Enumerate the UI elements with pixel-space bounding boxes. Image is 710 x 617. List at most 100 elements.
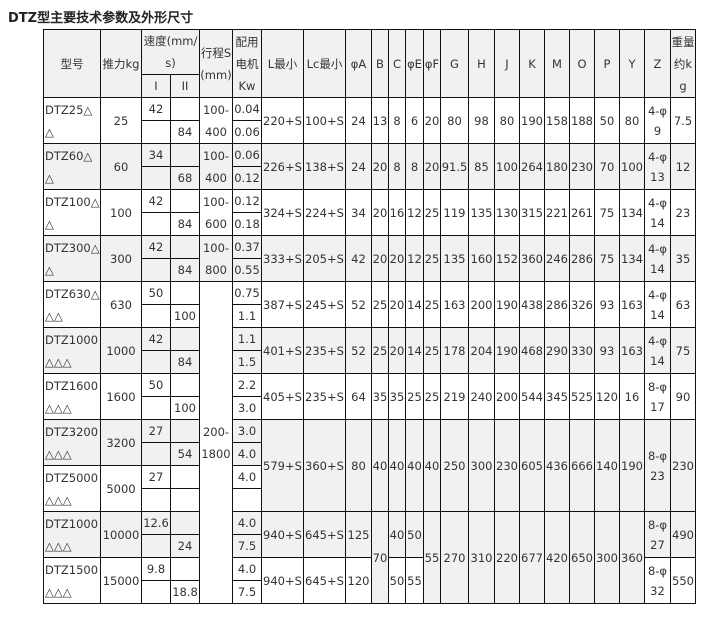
cell-speed-i bbox=[141, 350, 171, 374]
table-row: 84 0.06 bbox=[44, 120, 696, 144]
cell-weight: 23 bbox=[670, 189, 696, 236]
cell-g: 178 bbox=[440, 327, 469, 374]
header-l: L最小 bbox=[261, 29, 304, 98]
cell-l: 333+S bbox=[261, 235, 304, 282]
cell-model: DTZ60△△ bbox=[43, 143, 101, 190]
cell-f: 40 bbox=[423, 419, 441, 512]
cell-p: 75 bbox=[594, 235, 620, 282]
header-stroke: 行程S(mm) bbox=[199, 29, 233, 98]
cell-motor-kw: 0.06 bbox=[232, 143, 262, 167]
cell-speed-i: 42 bbox=[141, 327, 171, 351]
cell-b: 20 bbox=[371, 189, 389, 236]
table-row: 24 7.5 bbox=[44, 534, 696, 558]
cell-motor-kw: 1.1 bbox=[232, 327, 262, 351]
cell-a: 34 bbox=[345, 189, 372, 236]
cell-e: 25 bbox=[405, 373, 424, 420]
cell-model: DTZ1600△△△ bbox=[43, 373, 101, 420]
cell-speed-ii: 84 bbox=[170, 258, 200, 282]
cell-weight: 550 bbox=[670, 557, 696, 604]
header-b: B bbox=[371, 29, 389, 98]
cell-e: 14 bbox=[405, 281, 424, 328]
header-subrow: I II bbox=[44, 74, 696, 98]
cell-l: 405+S bbox=[261, 373, 304, 420]
cell-b: 20 bbox=[371, 143, 389, 190]
cell-j: 152 bbox=[494, 235, 520, 282]
cell-g: 119 bbox=[440, 189, 469, 236]
table-row: DTZ1600△△△ 1600 50 2.2 405+S 235+S 64 35 35 25 25 2… bbox=[43, 373, 696, 420]
cell-speed-i: 42 bbox=[141, 97, 171, 121]
cell-k: 190 bbox=[519, 97, 545, 144]
header-speed-i: I bbox=[141, 74, 171, 98]
cell-l: 387+S bbox=[261, 281, 304, 328]
cell-weight: 490 bbox=[670, 511, 696, 558]
cell-lc: 245+S bbox=[303, 281, 346, 328]
cell-weight: 12 bbox=[670, 143, 696, 190]
cell-k: 264 bbox=[519, 143, 545, 190]
cell-speed-ii: 84 bbox=[170, 350, 200, 374]
table-row: DTZ3200△△△ 3200 27 3.0 579+S 360+S 80 40 40 40 40 2… bbox=[43, 419, 696, 512]
cell-m: 286 bbox=[544, 281, 570, 328]
cell-e: 12 bbox=[405, 189, 424, 236]
header-f: φF bbox=[423, 29, 441, 98]
cell-b: 25 bbox=[371, 327, 389, 374]
cell-f: 25 bbox=[423, 281, 441, 328]
cell-speed-ii: 100 bbox=[170, 304, 200, 328]
cell-a: 42 bbox=[345, 235, 372, 282]
cell-l: 220+S bbox=[261, 97, 304, 144]
cell-e: 55 bbox=[405, 557, 424, 604]
table-row: DTZ60△△ 60 34 100-400 0.06 226+S 138+S 24 20 8 8 20… bbox=[43, 143, 696, 190]
cell-y: 80 bbox=[619, 97, 645, 144]
cell-motor-kw: 0.12 bbox=[232, 166, 262, 190]
cell-e: 8 bbox=[405, 143, 424, 190]
table-row: 68 0.12 bbox=[44, 166, 696, 190]
cell-lc: 645+S bbox=[303, 511, 346, 558]
cell-o: 326 bbox=[569, 281, 595, 328]
cell-speed-i: 12.6 bbox=[141, 511, 171, 535]
cell-motor-kw: 1.1 bbox=[232, 304, 262, 328]
table-row: 84 0.55 bbox=[44, 258, 696, 282]
cell-thrust: 15000 bbox=[100, 557, 142, 604]
cell-motor-kw: 7.5 bbox=[232, 534, 262, 558]
cell-z: 4-φ14 bbox=[644, 281, 671, 328]
cell-model: DTZ300△△ bbox=[43, 235, 101, 282]
cell-stroke: 100-800 bbox=[199, 235, 233, 282]
cell-motor-kw: 4.0 bbox=[232, 465, 262, 489]
cell-y: 16 bbox=[619, 373, 645, 420]
cell-stroke: 100-400 bbox=[199, 97, 233, 144]
cell-h: 310 bbox=[468, 511, 495, 604]
cell-speed-ii: 84 bbox=[170, 120, 200, 144]
cell-a: 120 bbox=[345, 557, 372, 604]
cell-o: 330 bbox=[569, 327, 595, 374]
cell-y: 360 bbox=[619, 511, 645, 604]
cell-lc: 360+S bbox=[303, 419, 346, 512]
cell-k: 360 bbox=[519, 235, 545, 282]
cell-speed-ii: 100 bbox=[170, 396, 200, 420]
cell-motor-kw: 3.0 bbox=[232, 419, 262, 443]
cell-j: 230 bbox=[494, 419, 520, 512]
cell-g: 80 bbox=[440, 97, 469, 144]
cell-y: 163 bbox=[619, 281, 645, 328]
cell-stroke: 100-600 bbox=[199, 189, 233, 236]
header-speed: 速度(mm/s) bbox=[141, 29, 200, 75]
table-row: DTZ100△△ 100 42 100-600 0.12 324+S 224+S 34 20 16… bbox=[43, 189, 696, 236]
cell-speed-i: 50 bbox=[141, 281, 171, 305]
cell-k: 315 bbox=[519, 189, 545, 236]
cell-l: 324+S bbox=[261, 189, 304, 236]
cell-l: 579+S bbox=[261, 419, 304, 512]
cell-z: 8-φ17 bbox=[644, 373, 671, 420]
cell-c: 40 bbox=[388, 419, 406, 512]
header-p: P bbox=[594, 29, 620, 98]
cell-k: 544 bbox=[519, 373, 545, 420]
cell-motor-kw: 0.37 bbox=[232, 235, 262, 259]
cell-h: 160 bbox=[468, 235, 495, 282]
cell-b: 25 bbox=[371, 281, 389, 328]
cell-lc: 235+S bbox=[303, 373, 346, 420]
cell-g: 270 bbox=[440, 511, 469, 604]
cell-z: 4-φ13 bbox=[644, 143, 671, 190]
cell-m: 290 bbox=[544, 327, 570, 374]
cell-lc: 100+S bbox=[303, 97, 346, 144]
cell-weight: 75 bbox=[670, 327, 696, 374]
header-a: φA bbox=[345, 29, 372, 98]
header-k: K bbox=[519, 29, 545, 98]
